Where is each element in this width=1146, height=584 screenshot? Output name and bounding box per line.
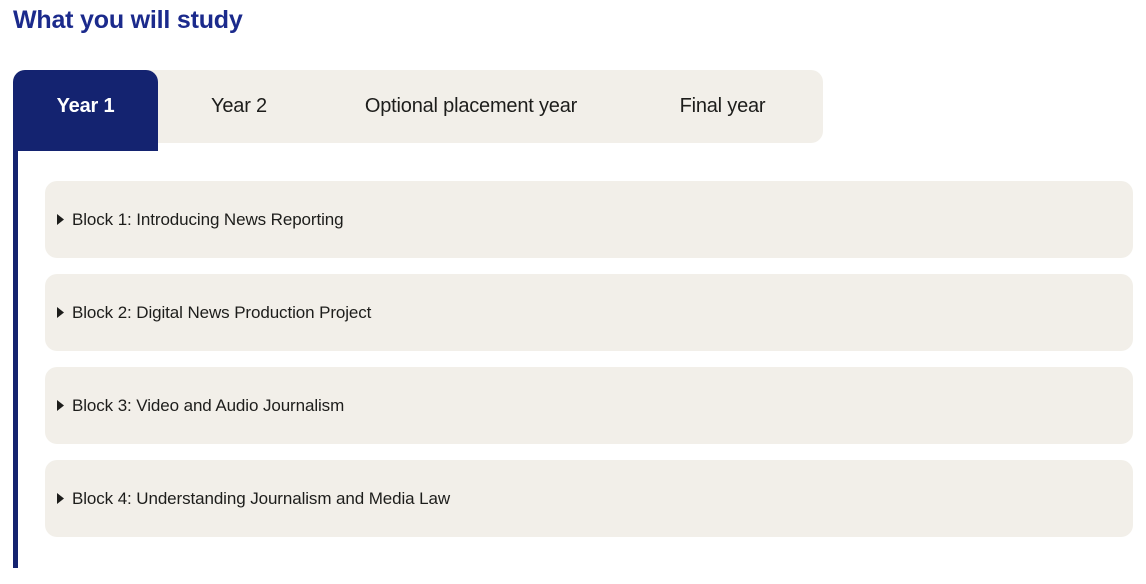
active-tab-rule	[13, 151, 18, 568]
accordion-block-3[interactable]: Block 3: Video and Audio Journalism	[45, 367, 1133, 444]
page-title: What you will study	[13, 6, 243, 34]
accordion-block-1[interactable]: Block 1: Introducing News Reporting	[45, 181, 1133, 258]
accordion-block-4[interactable]: Block 4: Understanding Journalism and Me…	[45, 460, 1133, 537]
accordion-block-label: Block 2: Digital News Production Project	[72, 302, 372, 322]
accordion-block-label: Block 4: Understanding Journalism and Me…	[72, 488, 451, 508]
tab-optional-placement-year[interactable]: Optional placement year	[364, 95, 578, 117]
accordion-block-label: Block 1: Introducing News Reporting	[72, 209, 344, 229]
chevron-right-icon	[57, 493, 64, 504]
chevron-right-icon	[57, 214, 64, 225]
tab-final-year[interactable]: Final year	[679, 95, 766, 117]
chevron-right-icon	[57, 400, 64, 411]
chevron-right-icon	[57, 307, 64, 318]
tab-year-2[interactable]: Year 2	[211, 95, 267, 117]
year-tabs: Year 1 Year 2 Optional placement year Fi…	[13, 70, 823, 151]
tab-year-1[interactable]: Year 1	[13, 70, 158, 151]
accordion-block-label: Block 3: Video and Audio Journalism	[72, 395, 345, 415]
year-1-panel: Block 1: Introducing News Reporting Bloc…	[45, 181, 1133, 553]
accordion-block-2[interactable]: Block 2: Digital News Production Project	[45, 274, 1133, 351]
